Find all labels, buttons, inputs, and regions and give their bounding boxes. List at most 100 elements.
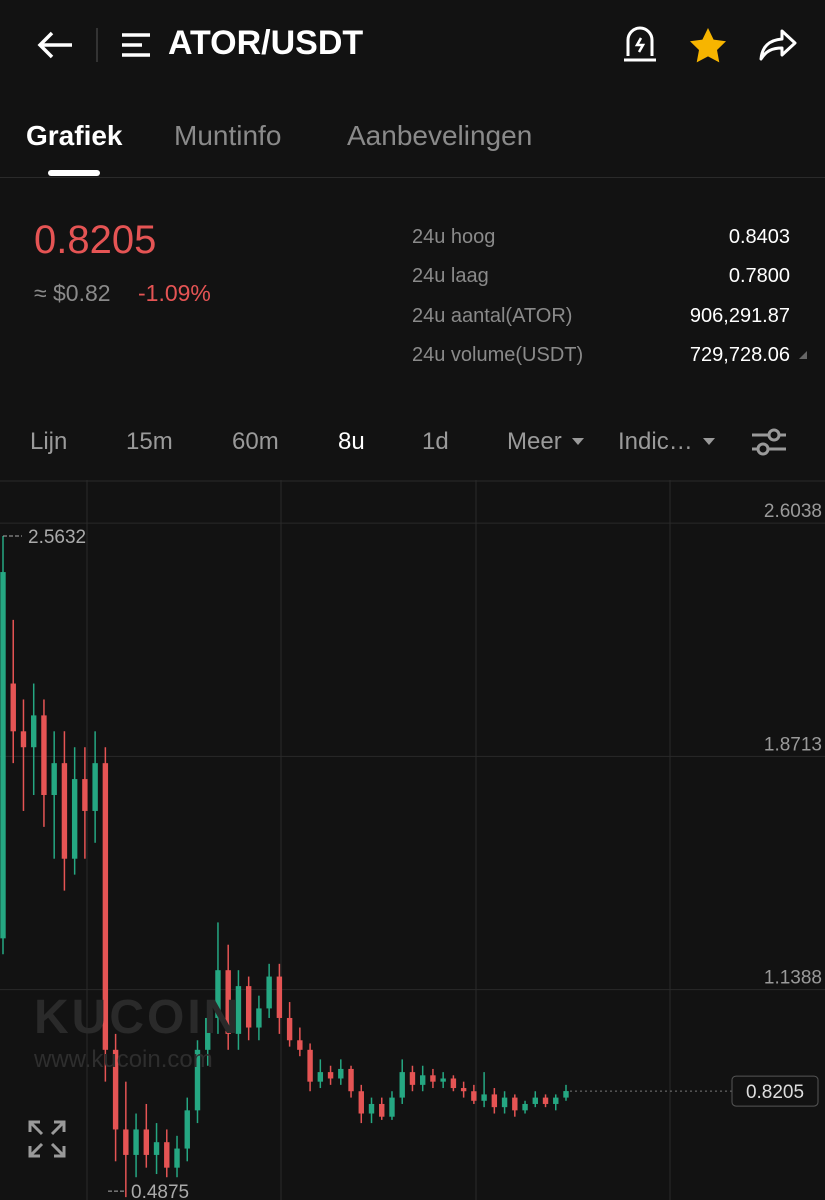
max-label: 2.5632: [28, 527, 86, 548]
candle-body: [512, 1097, 518, 1111]
candle-body: [112, 1049, 119, 1130]
candle-body: [41, 715, 47, 796]
candle-body: [481, 1094, 487, 1101]
stat-value: 0.7800: [728, 265, 790, 287]
candle-body: [450, 1078, 457, 1089]
settings-icon[interactable]: [750, 426, 788, 458]
candle-body: [256, 1008, 262, 1028]
tab[interactable]: Muntinfo: [174, 120, 282, 151]
candle-body: [143, 1129, 150, 1155]
candle-body: [440, 1078, 446, 1082]
candle-body: [471, 1091, 477, 1101]
fullscreen-icon[interactable]: [28, 1120, 66, 1158]
interval[interactable]: Indic…: [618, 428, 693, 455]
share-icon[interactable]: [758, 28, 798, 62]
candle-body: [205, 1017, 211, 1050]
candle-body: [297, 1040, 303, 1050]
candle-body: [389, 1097, 395, 1117]
interval[interactable]: 1d: [422, 428, 449, 455]
candle-body: [368, 1103, 375, 1114]
candle-body: [542, 1097, 549, 1104]
stat-value: 0.8403: [728, 226, 790, 248]
candle-body: [430, 1075, 436, 1082]
interval[interactable]: 60m: [232, 428, 279, 455]
tab[interactable]: Grafiek: [26, 120, 123, 151]
candle-body: [266, 976, 272, 1009]
tab-indicator: [48, 170, 100, 176]
candle-body: [225, 970, 231, 1034]
candle-body: [153, 1142, 160, 1155]
candle-body: [235, 986, 242, 1034]
menu-icon[interactable]: [120, 32, 152, 58]
candle-body: [164, 1142, 170, 1168]
interval[interactable]: 15m: [126, 428, 173, 455]
candle-body: [532, 1097, 538, 1104]
stat-value: 729,728.06: [689, 344, 790, 366]
stat-value: 906,291.87: [689, 305, 790, 327]
last-price-label: 0.8205: [746, 1082, 804, 1103]
candle-body: [327, 1072, 334, 1079]
candle-body: [307, 1049, 313, 1082]
dropdown: [572, 438, 584, 445]
y-tick-label: 1.8713: [764, 734, 822, 755]
alert-icon[interactable]: [622, 26, 658, 64]
candlestick-chart: 2.6038 1.8713 1.1388 0.8205 2.5632 0.4875: [0, 480, 825, 1200]
pair-title: ATOR/USDT: [168, 24, 364, 62]
candle-body: [501, 1097, 508, 1108]
candle-body: [61, 763, 68, 859]
min-label: 0.4875: [131, 1182, 189, 1200]
candle-body: [399, 1072, 405, 1098]
candle-body: [379, 1103, 385, 1117]
candle-body: [563, 1091, 569, 1098]
favorite-star[interactable]: [688, 26, 728, 64]
y-tick-label: 2.6038: [764, 501, 822, 522]
last-price: 0.8205: [34, 218, 157, 262]
candle-body: [553, 1097, 559, 1104]
price-change: -1.09%: [138, 280, 211, 306]
candle-body: [123, 1129, 129, 1155]
divider: [96, 28, 98, 62]
candle-body: [286, 1017, 293, 1041]
candle-body: [92, 763, 98, 811]
candle-body: [133, 1129, 139, 1155]
candle-body: [215, 970, 221, 1018]
stat-label: 24u hoog: [412, 226, 496, 248]
tab[interactable]: Aanbevelingen: [347, 120, 533, 151]
divider: [0, 177, 825, 178]
candle-body: [276, 976, 283, 1018]
candle-body: [358, 1091, 364, 1114]
candle-body: [409, 1072, 416, 1085]
candle-body: [522, 1103, 528, 1111]
last-price-box: [731, 1075, 819, 1107]
candle-body: [102, 763, 109, 1050]
dropdown: [703, 438, 715, 445]
candle-body: [10, 683, 16, 732]
candle-body: [194, 1049, 201, 1111]
candle-body: [0, 572, 6, 939]
usd-price: ≈ $0.82: [34, 280, 111, 306]
candle-body: [338, 1068, 344, 1079]
candle-body: [20, 731, 27, 748]
candle-body: [71, 779, 78, 859]
candle-body: [245, 986, 252, 1028]
candle-body: [419, 1075, 426, 1085]
stat-label: 24u laag: [412, 265, 489, 287]
stat-label: 24u volume(USDT): [412, 344, 584, 366]
candle-body: [491, 1094, 498, 1108]
interval[interactable]: 8u: [338, 428, 365, 455]
candle-body: [174, 1148, 180, 1168]
candle-body: [184, 1110, 190, 1149]
candle-body: [31, 715, 37, 748]
corner-mark: [799, 351, 807, 359]
candle-body: [317, 1072, 324, 1082]
back-button[interactable]: [36, 30, 76, 60]
candle-body: [348, 1068, 354, 1092]
candle-body: [460, 1088, 467, 1092]
candle-body: [82, 779, 88, 811]
interval[interactable]: Lijn: [30, 428, 68, 455]
watermark: KUCOIN: [34, 991, 242, 1044]
candle-body: [51, 763, 57, 796]
interval[interactable]: Meer: [507, 428, 562, 455]
watermark-url: www.kucoin.com: [34, 1046, 213, 1073]
